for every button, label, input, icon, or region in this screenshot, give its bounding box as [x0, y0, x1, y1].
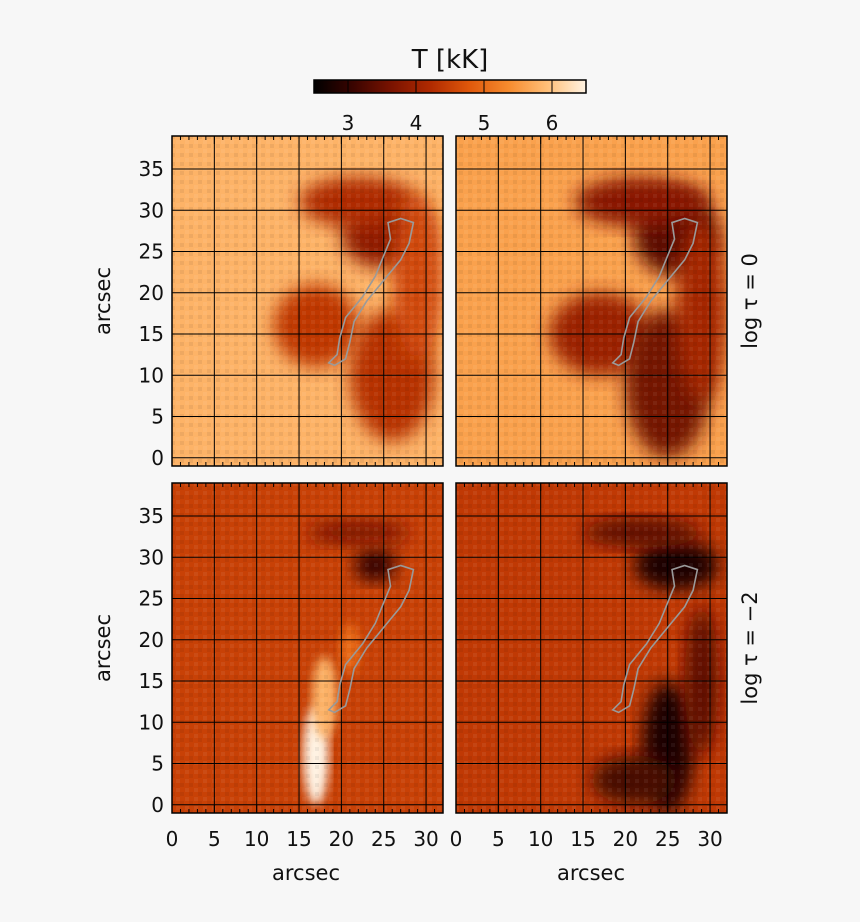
x-axis-label-left: arcsec — [272, 861, 340, 885]
x-tick-label: 15 — [570, 827, 595, 851]
colorbar-tick-label: 4 — [410, 111, 423, 135]
panel — [455, 135, 728, 467]
y-tick-label: 15 — [139, 669, 164, 693]
colorbar-ticks: 3 4 5 6 — [342, 80, 559, 135]
panel: 0 5 10 15 20 25 30 35 0 5 10 15 20 25 30 — [139, 482, 444, 851]
colorbar: T [kK] 3 4 5 6 — [313, 45, 587, 135]
y-tick-label: 5 — [151, 752, 164, 776]
x-tick-label: 5 — [208, 827, 221, 851]
x-tick-label: 25 — [655, 827, 680, 851]
y-tick-label: 10 — [139, 363, 164, 387]
colorbar-tick-label: 6 — [546, 111, 559, 135]
x-tick-label: 30 — [413, 827, 438, 851]
row-label-top: log τ = 0 — [738, 253, 762, 349]
contour — [611, 217, 699, 367]
heatmap-texture — [172, 483, 443, 813]
x-tick-label: 5 — [492, 827, 505, 851]
y-tick-label: 0 — [151, 446, 164, 470]
x-tick-label: 30 — [697, 827, 722, 851]
x-tick-label: 0 — [450, 827, 463, 851]
x-tick-label: 0 — [166, 827, 179, 851]
x-tick-label: 20 — [329, 827, 354, 851]
x-tick-label: 15 — [286, 827, 311, 851]
y-tick-label: 5 — [151, 405, 164, 429]
panel: 0 5 10 15 20 25 30 35 — [139, 135, 444, 470]
y-tick-label: 25 — [139, 240, 164, 264]
y-axis-label-top: arcsec — [91, 267, 115, 335]
y-tick-label: 20 — [139, 281, 164, 305]
y-tick-label: 30 — [139, 545, 164, 569]
x-tick-label: 20 — [613, 827, 638, 851]
x-axis-label-right: arcsec — [557, 861, 625, 885]
colorbar-tick-label: 3 — [342, 111, 355, 135]
y-tick-label: 20 — [139, 628, 164, 652]
y-tick-label: 25 — [139, 587, 164, 611]
row-label-bottom: log τ = −2 — [738, 591, 762, 704]
heatmap-texture — [172, 136, 443, 466]
contour — [327, 564, 415, 714]
heatmap-texture — [456, 483, 727, 813]
x-tick-label: 25 — [371, 827, 396, 851]
contour — [611, 564, 699, 714]
y-tick-label: 0 — [151, 793, 164, 817]
x-tick-label: 10 — [244, 827, 269, 851]
colorbar-gradient — [313, 79, 587, 94]
y-tick-label: 10 — [139, 710, 164, 734]
colorbar-tick-label: 5 — [478, 111, 491, 135]
x-tick-label: 10 — [528, 827, 553, 851]
y-tick-label: 15 — [139, 322, 164, 346]
contour — [327, 217, 415, 367]
y-tick-label: 35 — [139, 504, 164, 528]
y-tick-label: 30 — [139, 198, 164, 222]
panels: 0 5 10 15 20 25 30 35 0 5 10 15 20 25 30 35 0 5 10 15 20 25 30… — [139, 135, 728, 851]
heatmap-texture — [456, 136, 727, 466]
y-axis-label-bottom: arcsec — [91, 614, 115, 682]
colorbar-title: T [kK] — [411, 45, 489, 75]
y-tick-label: 35 — [139, 157, 164, 181]
panel: 0 5 10 15 20 25 30 — [450, 482, 728, 851]
